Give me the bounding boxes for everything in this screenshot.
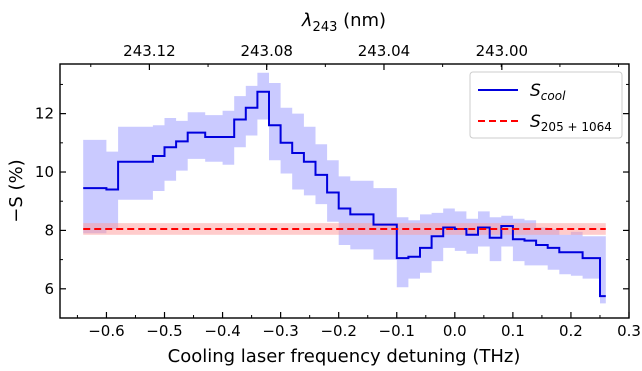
top-tick-label: 243.08: [240, 42, 293, 60]
x-tick-label: −0.5: [146, 322, 182, 340]
top-tick-label: 243.04: [358, 42, 411, 60]
x-tick-label: −0.6: [88, 322, 124, 340]
legend-label-s-cool: Scool: [530, 81, 566, 103]
x-axis-ticks: −0.6 −0.5 −0.4 −0.3 −0.2 −0.1 0.0 0.1 0.2 0.3: [76, 312, 641, 340]
y-tick-label: 6: [44, 280, 54, 298]
band-s-cool: [83, 72, 606, 304]
error-bands: [83, 72, 606, 304]
x-tick-label: −0.1: [379, 322, 415, 340]
y-axis-label: −S (%): [6, 159, 27, 222]
y-tick-label: 12: [35, 105, 54, 123]
x-tick-label: −0.3: [262, 322, 298, 340]
band-s-205-1064: [83, 223, 606, 235]
top-tick-label: 243.12: [123, 42, 176, 60]
legend-box: [469, 71, 623, 139]
x-tick-label: 0.2: [559, 322, 583, 340]
y-tick-label: 8: [44, 221, 54, 239]
top-tick-label: 243.00: [476, 42, 529, 60]
series-lines: [83, 90, 606, 298]
legend-label-s-205-1064: S205 + 1064: [530, 112, 612, 134]
plot-frame: [59, 63, 630, 319]
line-s-cool: [83, 90, 606, 298]
x-tick-label: 0.1: [501, 322, 525, 340]
top-axis-label: λ243 (nm): [301, 10, 386, 35]
legend: Scool S205 + 1064: [469, 71, 623, 139]
x-tick-label: −0.2: [320, 322, 356, 340]
y-tick-label: 10: [35, 163, 54, 181]
x-axis-label: Cooling laser frequency detuning (THz): [168, 346, 521, 367]
x-tick-label: 0.3: [617, 322, 641, 340]
x-tick-label: 0.0: [443, 322, 467, 340]
x-tick-label: −0.4: [204, 322, 240, 340]
y-axis-ticks: 6 8 10 12: [35, 83, 629, 319]
top-axis-ticks: 243.12 243.08 243.04 243.00: [90, 42, 620, 70]
